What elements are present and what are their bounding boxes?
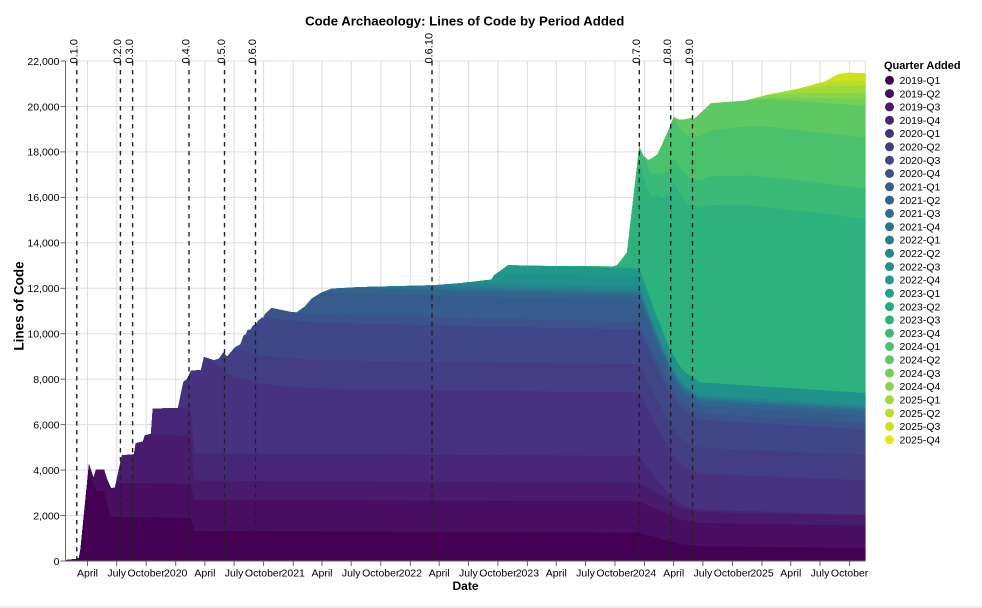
svg-text:0.1.0: 0.1.0 bbox=[68, 39, 80, 63]
svg-text:0.7.0: 0.7.0 bbox=[631, 39, 643, 63]
svg-text:2023: 2023 bbox=[516, 568, 540, 580]
svg-text:2019-Q1: 2019-Q1 bbox=[900, 75, 941, 87]
svg-text:12,000: 12,000 bbox=[27, 283, 59, 295]
svg-text:October: October bbox=[245, 568, 283, 580]
svg-text:July: July bbox=[576, 568, 595, 580]
svg-text:0.8.0: 0.8.0 bbox=[662, 39, 674, 63]
svg-text:2019-Q4: 2019-Q4 bbox=[900, 115, 941, 127]
svg-text:2025-Q3: 2025-Q3 bbox=[900, 421, 941, 433]
svg-text:April: April bbox=[194, 568, 215, 580]
svg-text:April: April bbox=[77, 568, 98, 580]
svg-text:2023-Q3: 2023-Q3 bbox=[900, 315, 941, 327]
svg-text:0.6.0: 0.6.0 bbox=[247, 39, 259, 63]
svg-text:16,000: 16,000 bbox=[27, 192, 59, 204]
svg-text:18,000: 18,000 bbox=[27, 147, 59, 159]
svg-text:2019-Q2: 2019-Q2 bbox=[900, 88, 941, 100]
svg-text:2022-Q4: 2022-Q4 bbox=[900, 275, 941, 287]
svg-text:2024: 2024 bbox=[633, 568, 657, 580]
svg-text:0: 0 bbox=[54, 556, 60, 568]
svg-text:April: April bbox=[780, 568, 801, 580]
svg-text:April: April bbox=[663, 568, 684, 580]
svg-text:October: October bbox=[479, 568, 517, 580]
svg-text:2022-Q3: 2022-Q3 bbox=[900, 261, 941, 273]
svg-text:0.6.10: 0.6.10 bbox=[424, 33, 436, 64]
svg-text:2023-Q1: 2023-Q1 bbox=[900, 288, 941, 300]
svg-text:April: April bbox=[311, 568, 332, 580]
svg-text:0.3.0: 0.3.0 bbox=[124, 39, 136, 63]
svg-text:2019-Q3: 2019-Q3 bbox=[900, 102, 941, 114]
svg-text:July: July bbox=[694, 568, 713, 580]
svg-text:October: October bbox=[714, 568, 752, 580]
svg-text:Date: Date bbox=[452, 579, 478, 593]
svg-text:2025-Q2: 2025-Q2 bbox=[900, 408, 941, 420]
svg-text:2021: 2021 bbox=[282, 568, 306, 580]
svg-text:20,000: 20,000 bbox=[27, 101, 59, 113]
svg-text:July: July bbox=[459, 568, 478, 580]
svg-text:2024-Q2: 2024-Q2 bbox=[900, 355, 941, 367]
svg-text:2022-Q2: 2022-Q2 bbox=[900, 248, 941, 260]
svg-text:0.2.0: 0.2.0 bbox=[112, 39, 124, 63]
svg-text:2020-Q3: 2020-Q3 bbox=[900, 155, 941, 167]
svg-text:0.9.0: 0.9.0 bbox=[684, 39, 696, 63]
svg-text:4,000: 4,000 bbox=[33, 465, 59, 477]
svg-text:2025-Q4: 2025-Q4 bbox=[900, 434, 941, 446]
svg-text:2024-Q3: 2024-Q3 bbox=[900, 368, 941, 380]
svg-text:2025-Q1: 2025-Q1 bbox=[900, 394, 941, 406]
svg-text:April: April bbox=[429, 568, 450, 580]
svg-text:July: July bbox=[342, 568, 361, 580]
svg-text:6,000: 6,000 bbox=[33, 419, 59, 431]
svg-text:2025: 2025 bbox=[750, 568, 774, 580]
svg-text:2020-Q2: 2020-Q2 bbox=[900, 142, 941, 154]
svg-text:July: July bbox=[225, 568, 244, 580]
svg-text:2021-Q1: 2021-Q1 bbox=[900, 182, 941, 194]
svg-text:2020: 2020 bbox=[164, 568, 188, 580]
svg-text:October: October bbox=[831, 568, 869, 580]
svg-text:2022-Q1: 2022-Q1 bbox=[900, 235, 941, 247]
svg-text:2021-Q2: 2021-Q2 bbox=[900, 195, 941, 207]
svg-text:Quarter Added: Quarter Added bbox=[884, 60, 961, 72]
svg-text:14,000: 14,000 bbox=[27, 238, 59, 250]
svg-text:2021-Q4: 2021-Q4 bbox=[900, 221, 941, 233]
svg-text:10,000: 10,000 bbox=[27, 329, 59, 341]
svg-text:October: October bbox=[128, 568, 166, 580]
svg-text:2,000: 2,000 bbox=[33, 510, 59, 522]
svg-text:0.5.0: 0.5.0 bbox=[216, 39, 228, 63]
svg-text:2023-Q2: 2023-Q2 bbox=[900, 301, 941, 313]
svg-text:Lines of Code: Lines of Code bbox=[12, 261, 27, 351]
svg-text:8,000: 8,000 bbox=[33, 374, 59, 386]
svg-text:October: October bbox=[596, 568, 634, 580]
svg-text:Code Archaeology: Lines of Cod: Code Archaeology: Lines of Code by Perio… bbox=[305, 14, 624, 29]
svg-text:October: October bbox=[362, 568, 400, 580]
svg-text:2020-Q4: 2020-Q4 bbox=[900, 168, 941, 180]
svg-text:2023-Q4: 2023-Q4 bbox=[900, 328, 941, 340]
svg-text:July: July bbox=[811, 568, 830, 580]
svg-text:2020-Q1: 2020-Q1 bbox=[900, 128, 941, 140]
svg-text:April: April bbox=[546, 568, 567, 580]
svg-text:0.4.0: 0.4.0 bbox=[181, 39, 193, 63]
svg-text:2022: 2022 bbox=[399, 568, 423, 580]
svg-text:2024-Q4: 2024-Q4 bbox=[900, 381, 941, 393]
svg-text:July: July bbox=[107, 568, 126, 580]
svg-text:2021-Q3: 2021-Q3 bbox=[900, 208, 941, 220]
svg-text:22,000: 22,000 bbox=[27, 56, 59, 68]
svg-text:2024-Q1: 2024-Q1 bbox=[900, 341, 941, 353]
